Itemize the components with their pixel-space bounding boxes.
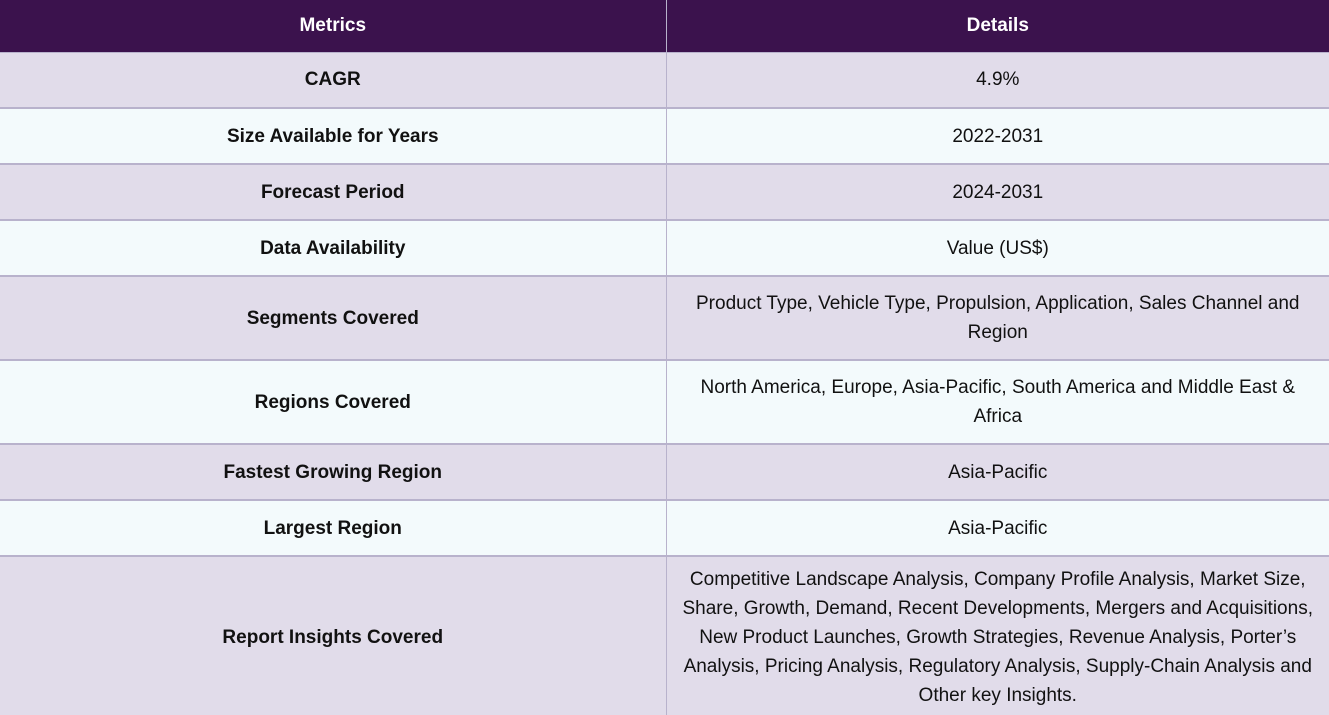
- details-cell: North America, Europe, Asia-Pacific, Sou…: [666, 360, 1329, 445]
- details-cell: 2024-2031: [666, 164, 1329, 221]
- metric-cell: Forecast Period: [0, 164, 667, 221]
- metric-cell: Report Insights Covered: [0, 556, 667, 715]
- table-row: Largest Region Asia-Pacific: [0, 500, 1329, 557]
- details-cell: Competitive Landscape Analysis, Company …: [666, 556, 1329, 715]
- details-cell: Value (US$): [666, 220, 1329, 277]
- metric-cell: Largest Region: [0, 500, 667, 557]
- details-cell: Asia-Pacific: [666, 444, 1329, 501]
- details-cell: Asia-Pacific: [666, 500, 1329, 557]
- metric-cell: CAGR: [0, 52, 667, 109]
- table-row: Data Availability Value (US$): [0, 220, 1329, 277]
- details-cell: Product Type, Vehicle Type, Propulsion, …: [666, 276, 1329, 361]
- table-row: CAGR 4.9%: [0, 52, 1329, 109]
- table-row: Regions Covered North America, Europe, A…: [0, 360, 1329, 445]
- details-cell: 4.9%: [666, 52, 1329, 109]
- table-row: Report Insights Covered Competitive Land…: [0, 556, 1329, 715]
- metric-cell: Size Available for Years: [0, 108, 667, 165]
- metric-cell: Fastest Growing Region: [0, 444, 667, 501]
- metric-cell: Segments Covered: [0, 276, 667, 361]
- header-details: Details: [666, 0, 1329, 53]
- metric-cell: Regions Covered: [0, 360, 667, 445]
- metric-cell: Data Availability: [0, 220, 667, 277]
- details-cell: 2022-2031: [666, 108, 1329, 165]
- table-header-row: Metrics Details: [0, 0, 1329, 53]
- table-row: Segments Covered Product Type, Vehicle T…: [0, 276, 1329, 361]
- table-row: Fastest Growing Region Asia-Pacific: [0, 444, 1329, 501]
- table-row: Forecast Period 2024-2031: [0, 164, 1329, 221]
- table-row: Size Available for Years 2022-2031: [0, 108, 1329, 165]
- header-metrics: Metrics: [0, 0, 667, 53]
